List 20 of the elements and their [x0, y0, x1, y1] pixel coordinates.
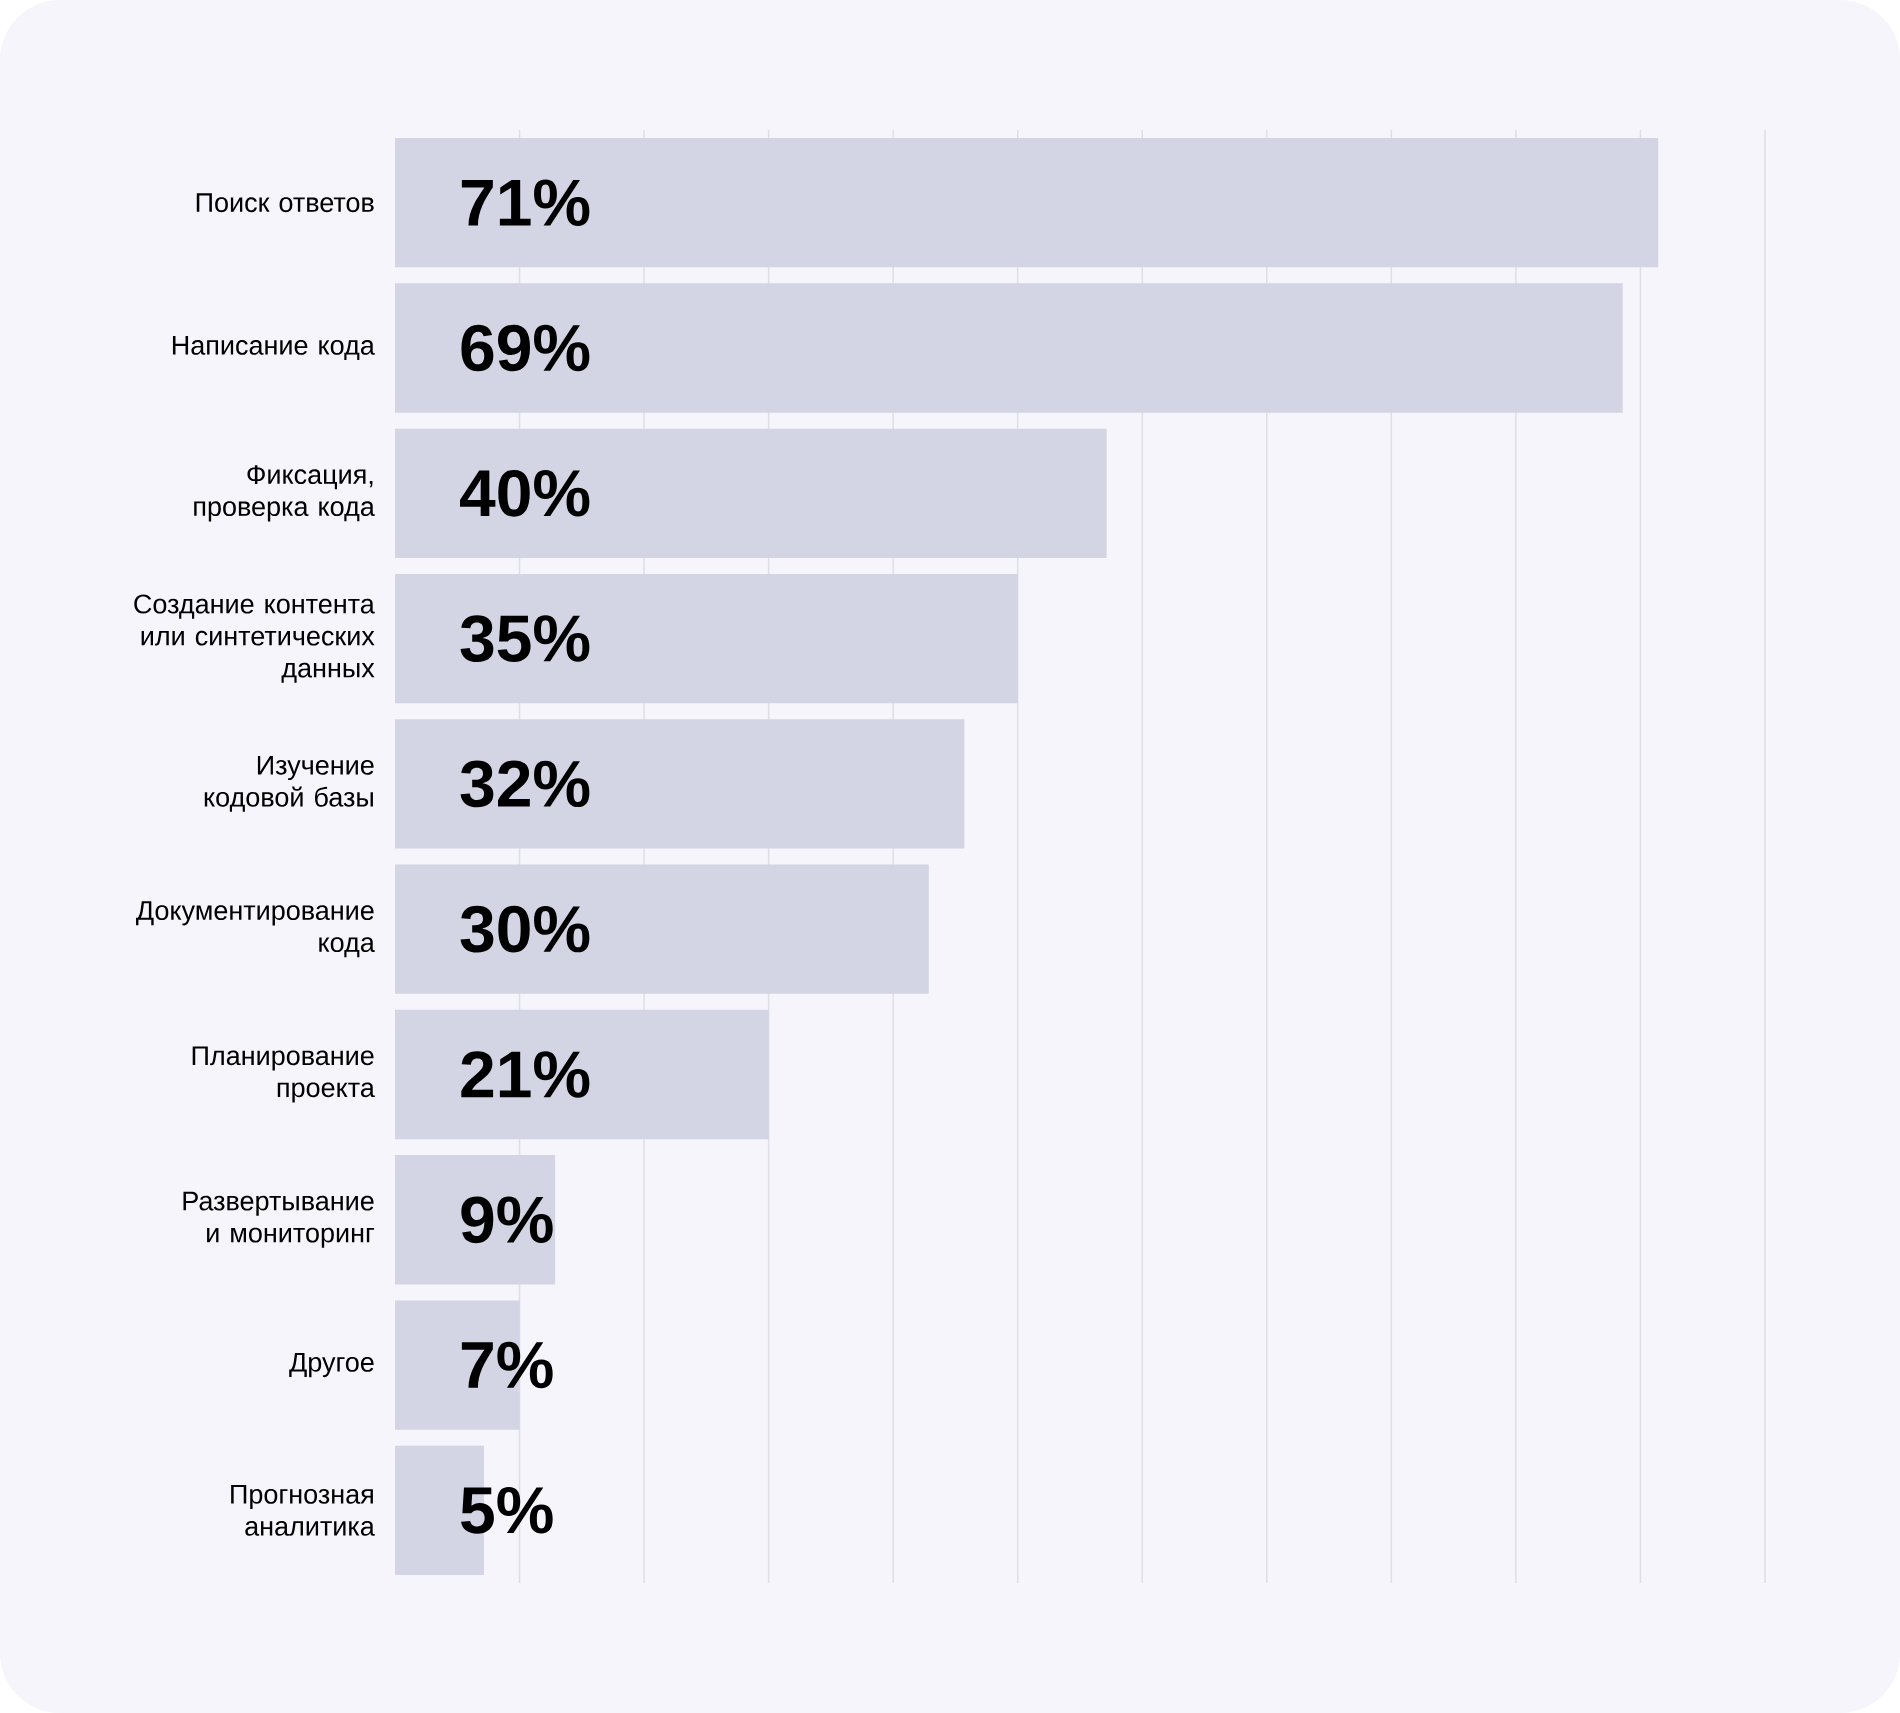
data-label: 21% [461, 1051, 590, 1098]
y-tick-label: Написание кода [172, 336, 375, 360]
data-label: 69% [461, 324, 590, 372]
data-label: 35% [460, 615, 590, 662]
data-label: 30% [460, 905, 590, 953]
y-tick-label: Прогнозная аналитика [231, 1484, 375, 1536]
data-label: 40% [460, 469, 590, 517]
y-tick-label: Изучение кодовой базы [204, 755, 374, 812]
data-label: 5% [461, 1487, 553, 1534]
y-tick-label: Поиск ответов [196, 193, 374, 213]
y-tick-label: Создание контента или синтетических данных [134, 594, 375, 683]
data-label: 7% [461, 1341, 553, 1389]
data-label: 32% [460, 760, 590, 808]
y-tick-label: Планирование проекта [192, 1046, 375, 1103]
y-tick-label: Фиксация, проверка кода [194, 465, 375, 522]
data-label: 71% [461, 179, 590, 226]
y-tick-label: Документирование кода [136, 901, 375, 958]
y-tick-label: Другое [289, 1352, 374, 1378]
data-label: 9% [461, 1196, 553, 1244]
y-tick-label: Развертывание и мониторинг [183, 1191, 375, 1248]
